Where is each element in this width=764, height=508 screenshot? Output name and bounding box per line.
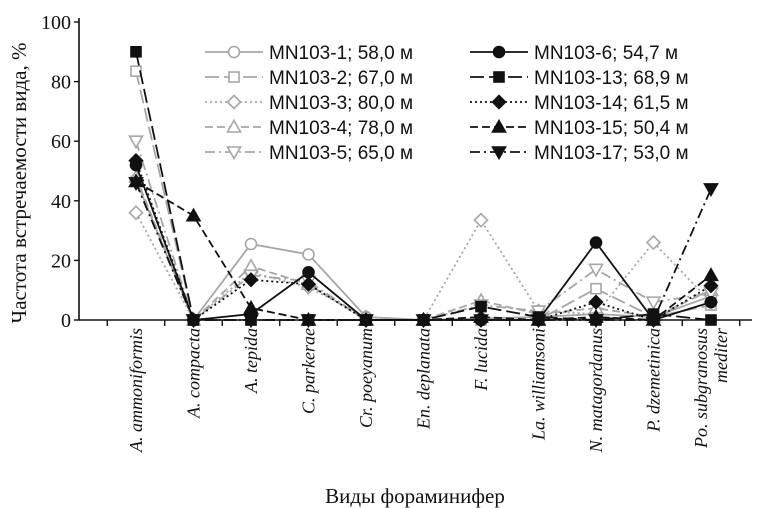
x-tick-label: F. lucida (471, 328, 491, 392)
data-point (128, 152, 144, 169)
legend-label: MN103-5; 65,0 м (269, 143, 413, 164)
y-tick-label: 20 (51, 250, 71, 272)
data-point (589, 236, 603, 249)
x-tick-label: P. dzemetinica (644, 328, 664, 433)
data-point (227, 45, 241, 59)
legend-label: MN103-2; 67,0 м (269, 68, 413, 89)
data-point (226, 146, 242, 161)
y-axis-label: Частота встречаемости вида, % (7, 43, 31, 324)
series-3 (128, 205, 719, 328)
legend-entry: MN103-2; 67,0 м (205, 68, 413, 89)
legend-entry: MN103-13; 68,9 м (470, 68, 689, 89)
data-point (302, 266, 315, 279)
x-tick-label: N. matagordanus (586, 328, 606, 453)
x-tick-label: A. tepida (241, 328, 261, 394)
data-point (243, 314, 259, 329)
legend-label: MN103-3; 80,0 м (269, 93, 413, 114)
data-point (703, 183, 719, 198)
y-tick-label: 40 (51, 191, 71, 213)
series-6 (129, 158, 718, 327)
series-line (135, 176, 712, 322)
data-point (588, 294, 604, 310)
legend-entry: MN103-15; 50,4 м (470, 118, 689, 139)
axes: 0 20 40 60 80 100 A. ammoniformis A. compacta A.… (41, 12, 752, 453)
data-point (185, 314, 202, 329)
x-tick-label: C. parkerae (299, 328, 319, 414)
legend-label: MN103-17; 53,0 м (534, 143, 689, 164)
legend-label: MN103-6; 54,7 м (534, 43, 678, 64)
legend-label: MN103-4; 78,0 м (269, 118, 413, 139)
series-line (135, 212, 712, 322)
legend-label: MN103-14; 61,5 м (534, 93, 689, 114)
data-point (491, 94, 507, 110)
data-point (473, 212, 489, 228)
data-point (244, 237, 258, 251)
data-point (491, 118, 507, 133)
series-10 (128, 177, 719, 329)
data-point (588, 314, 604, 329)
series-9 (128, 173, 719, 326)
y-tick-label: 100 (41, 12, 71, 34)
x-tick-label: La. williamsoni (529, 328, 549, 441)
x-tick-label: mediter (711, 327, 731, 383)
legend-label: MN103-1; 58,0 м (269, 43, 413, 64)
series-line (135, 160, 712, 322)
x-tick-label: Cr. poeyanum (356, 328, 376, 428)
data-point (645, 296, 662, 311)
data-point (300, 276, 317, 292)
legend-entry: MN103-14; 61,5 м (470, 93, 689, 114)
data-point (590, 282, 602, 295)
x-tick-label: A. ammoniformis (126, 328, 146, 453)
series-8 (128, 152, 719, 328)
data-point (243, 272, 259, 288)
data-point (588, 263, 604, 278)
data-point (185, 207, 202, 222)
legend-entry: MN103-1; 58,0 м (205, 43, 413, 64)
data-point (302, 248, 315, 261)
data-point (645, 314, 662, 329)
data-point (226, 118, 242, 133)
data-point (128, 205, 144, 221)
data-point (415, 314, 432, 329)
data-point (243, 299, 259, 314)
legend-entry: MN103-17; 53,0 м (470, 143, 689, 164)
data-point (128, 177, 144, 192)
series-4 (128, 168, 719, 326)
legend-label: MN103-15; 50,4 м (534, 118, 689, 139)
data-point (130, 45, 142, 58)
x-tick-label: Po. subgranosus (691, 328, 711, 449)
y-tick-label: 0 (61, 310, 71, 332)
series-layer (128, 45, 719, 329)
data-point (645, 234, 662, 251)
series-line (135, 180, 712, 321)
series-line (135, 182, 712, 321)
data-point (530, 314, 547, 329)
data-point (703, 278, 719, 294)
data-point (703, 267, 719, 282)
series-1 (129, 173, 718, 327)
data-point (705, 314, 717, 326)
legend-entry: MN103-3; 80,0 м (205, 93, 413, 114)
data-point (128, 135, 144, 150)
y-tick-label: 60 (51, 131, 71, 153)
x-axis-label: Виды фораминифер (325, 484, 505, 508)
data-point (300, 314, 317, 329)
legend-label: MN103-13; 68,9 м (534, 68, 689, 89)
data-point (228, 71, 240, 83)
data-point (492, 45, 506, 59)
x-tick-label: En. deplanata (414, 328, 434, 430)
data-point (491, 146, 507, 161)
data-point (493, 71, 505, 83)
data-point (226, 94, 242, 110)
legend-entry: MN103-6; 54,7 м (470, 43, 678, 64)
x-tick-label: A. compacta (184, 328, 204, 419)
data-point (704, 295, 718, 309)
legend-entry: MN103-4; 78,0 м (205, 118, 413, 139)
legend-entry: MN103-5; 65,0 м (205, 143, 413, 164)
y-tick-label: 80 (51, 72, 71, 94)
data-point (358, 314, 374, 329)
data-point (473, 314, 489, 329)
legend: MN103-1; 58,0 м MN103-2; 67,0 м MN103-3; 8… (205, 43, 689, 164)
